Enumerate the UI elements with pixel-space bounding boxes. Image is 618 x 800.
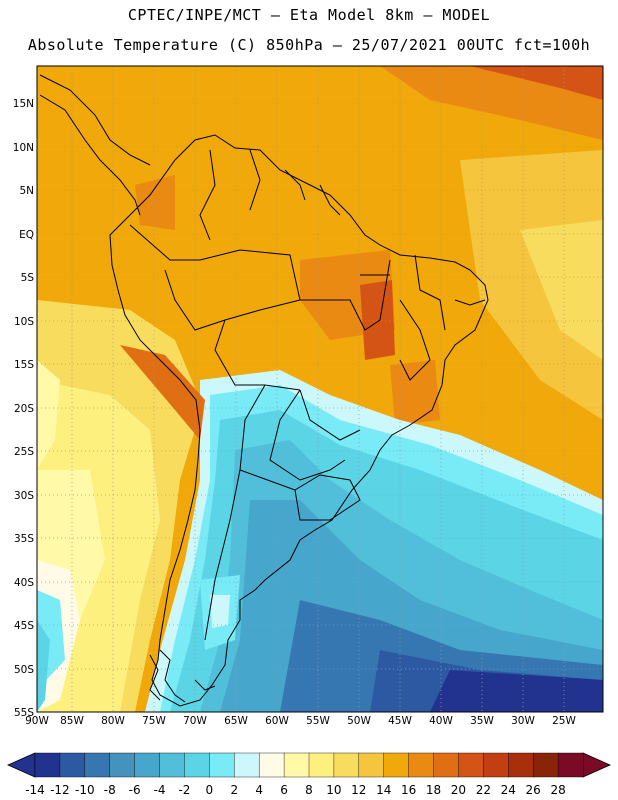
colorbar-label: -14 bbox=[25, 783, 45, 797]
colorbar-swatch bbox=[34, 752, 61, 778]
central-america-north-coast bbox=[39, 74, 151, 166]
colorbar-swatch bbox=[258, 752, 285, 778]
lon-label-80w: 80W bbox=[101, 715, 125, 727]
colorbar-swatch bbox=[234, 752, 260, 778]
lon-label-70w: 70W bbox=[183, 715, 207, 727]
colorbar-label: -12 bbox=[50, 783, 70, 797]
colorbar-label: -10 bbox=[75, 783, 95, 797]
lon-label-25w: 25W bbox=[552, 715, 576, 727]
colorbar-swatch bbox=[433, 752, 459, 778]
lon-label-45w: 45W bbox=[388, 715, 412, 727]
colorbar-swatch bbox=[134, 752, 161, 778]
colorbar-label: 24 bbox=[501, 783, 516, 797]
colorbar-swatch bbox=[483, 752, 509, 778]
colorbar-swatch bbox=[383, 752, 410, 778]
lon-label-75w: 75W bbox=[142, 715, 166, 727]
colorbar-label: 4 bbox=[255, 783, 263, 797]
colorbar-swatch bbox=[458, 752, 484, 778]
country-borders bbox=[129, 149, 486, 641]
lon-label-35w: 35W bbox=[470, 715, 494, 727]
patagonia-islands bbox=[149, 649, 216, 703]
lon-label-65w: 65W bbox=[224, 715, 248, 727]
colorbar-label: -4 bbox=[154, 783, 166, 797]
colorbar-label: 2 bbox=[230, 783, 238, 797]
lat-label-45s: 45S bbox=[14, 620, 34, 632]
colorbar-label: 26 bbox=[526, 783, 541, 797]
lat-label-35s: 35S bbox=[14, 533, 34, 545]
colorbar-swatch bbox=[59, 752, 86, 778]
colorbar-label: 0 bbox=[206, 783, 214, 797]
colorbar-swatch bbox=[358, 752, 385, 778]
central-america-coastline bbox=[39, 94, 141, 216]
south-america-coastline bbox=[109, 134, 489, 707]
colorbar-label: 18 bbox=[426, 783, 441, 797]
lat-label-15s: 15S bbox=[14, 359, 34, 371]
lat-label-5s: 5S bbox=[21, 272, 35, 284]
colorbar-label: 8 bbox=[305, 783, 313, 797]
colorbar-label: -8 bbox=[104, 783, 116, 797]
lon-label-55w: 55W bbox=[306, 715, 330, 727]
lat-label-25s: 25S bbox=[14, 446, 34, 458]
map-title-line-1: CPTEC/INPE/MCT – Eta Model 8km – MODEL bbox=[127, 6, 491, 24]
colorbar-swatch bbox=[308, 752, 335, 778]
colorbar-swatch bbox=[184, 752, 210, 778]
lat-label-55s: 55S bbox=[14, 707, 34, 719]
colorbar-label: 28 bbox=[550, 783, 565, 797]
colorbar-label: -6 bbox=[129, 783, 141, 797]
colorbar-left-arrow bbox=[7, 752, 36, 778]
colorbar-swatch bbox=[209, 752, 235, 778]
colorbar-right-arrow bbox=[582, 752, 611, 778]
colorbar-swatch bbox=[408, 752, 435, 778]
lat-label-15n: 15N bbox=[13, 98, 34, 110]
lon-label-90w: 90W bbox=[25, 715, 49, 727]
lat-label-5n: 5N bbox=[19, 185, 34, 197]
colorbar-swatch bbox=[532, 752, 559, 778]
plot-frame bbox=[36, 65, 604, 713]
colorbar-label: 10 bbox=[326, 783, 341, 797]
colorbar-label: 16 bbox=[401, 783, 416, 797]
colorbar-label: 22 bbox=[476, 783, 491, 797]
colorbar-label: -2 bbox=[178, 783, 190, 797]
longitude-axis: 90W 85W 80W 75W 70W 65W 60W 55W 50W 45W … bbox=[25, 715, 576, 727]
lat-label-eq: EQ bbox=[19, 229, 34, 241]
lon-label-60w: 60W bbox=[265, 715, 289, 727]
lat-label-10s: 10S bbox=[14, 316, 34, 328]
map-title-line-2: Absolute Temperature (C) 850hPa – 25/07/… bbox=[27, 36, 591, 54]
colorbar-label: 14 bbox=[376, 783, 391, 797]
lat-label-40s: 40S bbox=[14, 577, 34, 589]
colorbar-swatch bbox=[159, 752, 185, 778]
colorbar-swatch bbox=[508, 752, 534, 778]
colorbar-swatch bbox=[84, 752, 111, 778]
temperature-field bbox=[37, 66, 603, 712]
lat-label-30s: 30S bbox=[14, 490, 34, 502]
lon-label-50w: 50W bbox=[347, 715, 371, 727]
colorbar-label: 20 bbox=[451, 783, 466, 797]
lat-label-50s: 50S bbox=[14, 664, 34, 676]
colorbar-swatch bbox=[283, 752, 310, 778]
lon-label-30w: 30W bbox=[511, 715, 535, 727]
coastlines-and-borders bbox=[39, 74, 489, 707]
colorbar-swatch bbox=[109, 752, 136, 778]
lat-label-10n: 10N bbox=[13, 142, 34, 154]
lat-label-20s: 20S bbox=[14, 403, 34, 415]
lon-label-85w: 85W bbox=[60, 715, 84, 727]
lon-label-40w: 40W bbox=[429, 715, 453, 727]
colorbar-swatch bbox=[557, 752, 584, 778]
colorbar-label: 6 bbox=[280, 783, 288, 797]
colorbar-swatch bbox=[333, 752, 360, 778]
latitude-axis: 15N 10N 5N EQ 5S 10S 15S 20S 25S 30S 35S… bbox=[13, 98, 35, 719]
colorbar-label: 12 bbox=[351, 783, 366, 797]
temperature-colorbar: -14 -12 -10 -8 -6 -4 -2 0 2 4 6 8 10 12 14 16 18 20 22 24 26… bbox=[7, 752, 611, 797]
